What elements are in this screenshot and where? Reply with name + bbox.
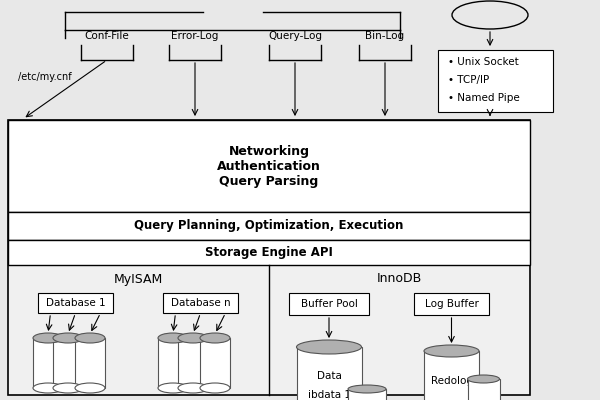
Text: Error-Log: Error-Log [172, 31, 218, 41]
Ellipse shape [158, 383, 188, 393]
Ellipse shape [200, 383, 230, 393]
Bar [438, 50, 553, 112]
Ellipse shape [53, 333, 83, 343]
Text: Log Buffer: Log Buffer [425, 299, 478, 309]
Text: Storage Engine API: Storage Engine API [205, 246, 333, 259]
Ellipse shape [33, 333, 63, 343]
Bar [348, 389, 386, 400]
Ellipse shape [200, 333, 230, 343]
Bar [467, 379, 499, 400]
Ellipse shape [424, 345, 479, 357]
Ellipse shape [452, 1, 528, 29]
Bar [296, 347, 361, 400]
Text: Networking
Authentication
Query Parsing: Networking Authentication Query Parsing [217, 144, 321, 188]
Text: Redolog: Redolog [431, 376, 473, 386]
Ellipse shape [75, 383, 105, 393]
Text: Database n: Database n [170, 298, 230, 308]
Bar [289, 293, 369, 315]
Text: Data: Data [317, 371, 341, 381]
Text: • Unix Socket: • Unix Socket [448, 57, 519, 67]
Ellipse shape [33, 383, 63, 393]
Text: • Named Pipe: • Named Pipe [448, 93, 520, 103]
Bar [38, 293, 113, 313]
Bar [178, 338, 208, 388]
Bar [8, 120, 530, 395]
Ellipse shape [53, 383, 83, 393]
Bar [200, 338, 230, 388]
Text: ibdata 1: ibdata 1 [308, 390, 350, 400]
Text: Conf-File: Conf-File [85, 31, 130, 41]
Text: Buffer Pool: Buffer Pool [301, 299, 358, 309]
Ellipse shape [348, 385, 386, 393]
Ellipse shape [75, 333, 105, 343]
Ellipse shape [158, 333, 188, 343]
Text: Bin-Log: Bin-Log [365, 31, 404, 41]
Text: Query Planning, Optimization, Execution: Query Planning, Optimization, Execution [134, 220, 404, 232]
Bar [8, 120, 530, 212]
Text: MyISAM: MyISAM [114, 272, 163, 286]
Bar [158, 338, 188, 388]
Ellipse shape [467, 375, 499, 383]
Text: /etc/my.cnf: /etc/my.cnf [18, 72, 71, 82]
Text: Query-Log: Query-Log [268, 31, 322, 41]
Bar [53, 338, 83, 388]
Bar [33, 338, 63, 388]
Bar [8, 240, 530, 265]
Ellipse shape [178, 333, 208, 343]
Bar [75, 338, 105, 388]
Ellipse shape [296, 340, 361, 354]
Bar [424, 351, 479, 400]
Ellipse shape [178, 383, 208, 393]
Bar [414, 293, 489, 315]
Text: Database 1: Database 1 [46, 298, 106, 308]
Text: InnoDB: InnoDB [377, 272, 422, 286]
Text: • TCP/IP: • TCP/IP [448, 75, 489, 85]
Bar [8, 212, 530, 240]
Bar [163, 293, 238, 313]
